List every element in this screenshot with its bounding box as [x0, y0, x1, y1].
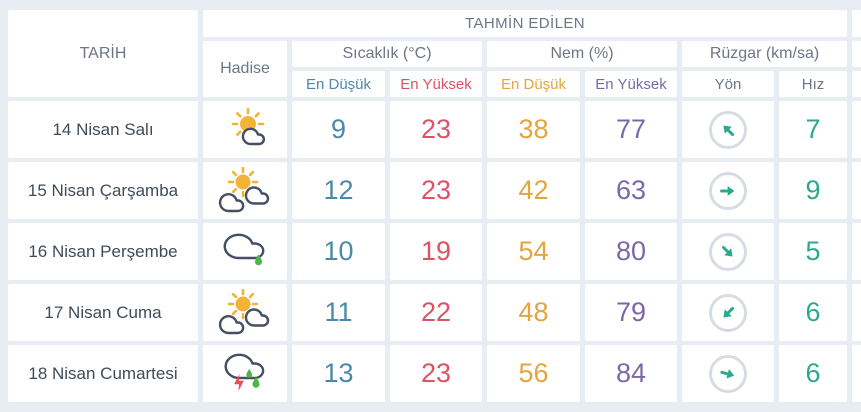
wind-direction-cell [682, 223, 774, 280]
humidity-min-value: 38 [487, 101, 580, 158]
forecast-date: 18 Nisan Cumartesi [8, 345, 198, 402]
wind-direction-cell [682, 284, 774, 341]
column-header-date: TARİH [8, 10, 198, 97]
temp-max-value: 22 [390, 284, 482, 341]
column-header-humidity-max: En Yüksek [585, 71, 677, 97]
temp-max-value: 23 [390, 345, 482, 402]
temp-min-value: 11 [292, 284, 385, 341]
clipped-next-column-cell [852, 284, 861, 341]
temp-max-value: 23 [390, 101, 482, 158]
rain-cloud-icon [203, 223, 287, 280]
humidity-max-value: 63 [585, 162, 677, 219]
wind-arrow-down-right-icon [709, 232, 747, 271]
wind-direction-cell [682, 345, 774, 402]
temp-max-value: 19 [390, 223, 482, 280]
clipped-next-column-cell [852, 10, 861, 37]
clipped-next-column-cell [852, 101, 861, 158]
forecast-date: 14 Nisan Salı [8, 101, 198, 158]
column-header-humidity-min: En Düşük [487, 71, 580, 97]
humidity-min-value: 48 [487, 284, 580, 341]
forecast-date: 16 Nisan Perşembe [8, 223, 198, 280]
clipped-next-column-cell [852, 71, 861, 97]
temp-min-value: 10 [292, 223, 385, 280]
wind-direction-cell [682, 101, 774, 158]
wind-arrow-down-left-icon [709, 293, 747, 332]
column-header-temp-max: En Yüksek [390, 71, 482, 97]
temp-min-value: 12 [292, 162, 385, 219]
column-group-wind: Rüzgar (km/sa) [682, 41, 847, 67]
column-header-wind-direction: Yön [682, 71, 774, 97]
forecast-table: TARİH TAHMİN EDİLEN Hadise Sıcaklık (°C)… [8, 10, 861, 402]
sun-behind-clouds-icon [203, 162, 287, 219]
humidity-min-value: 54 [487, 223, 580, 280]
clipped-next-column-cell [852, 345, 861, 402]
humidity-max-value: 80 [585, 223, 677, 280]
wind-speed-value: 6 [779, 284, 847, 341]
forecast-date: 17 Nisan Cuma [8, 284, 198, 341]
wind-arrow-right-icon [709, 171, 747, 210]
temp-min-value: 9 [292, 101, 385, 158]
temp-max-value: 23 [390, 162, 482, 219]
column-group-temperature: Sıcaklık (°C) [292, 41, 482, 67]
wind-arrow-right-down-icon [709, 354, 747, 393]
humidity-max-value: 79 [585, 284, 677, 341]
column-header-condition: Hadise [203, 41, 287, 97]
column-group-humidity: Nem (%) [487, 41, 677, 67]
wind-speed-value: 9 [779, 162, 847, 219]
clipped-next-column-cell [852, 162, 861, 219]
table-title-predicted: TAHMİN EDİLEN [203, 10, 847, 37]
temp-min-value: 13 [292, 345, 385, 402]
humidity-max-value: 84 [585, 345, 677, 402]
clipped-next-column-cell [852, 41, 861, 67]
humidity-min-value: 56 [487, 345, 580, 402]
wind-direction-cell [682, 162, 774, 219]
humidity-max-value: 77 [585, 101, 677, 158]
column-header-wind-speed: Hız [779, 71, 847, 97]
wind-speed-value: 7 [779, 101, 847, 158]
forecast-date: 15 Nisan Çarşamba [8, 162, 198, 219]
column-header-temp-min: En Düşük [292, 71, 385, 97]
humidity-min-value: 42 [487, 162, 580, 219]
sun-behind-clouds-icon [203, 284, 287, 341]
wind-arrow-up-left-icon [709, 110, 747, 149]
sun-behind-small-cloud-icon [203, 101, 287, 158]
wind-speed-value: 5 [779, 223, 847, 280]
wind-speed-value: 6 [779, 345, 847, 402]
thunderstorm-cloud-icon [203, 345, 287, 402]
clipped-next-column-cell [852, 223, 861, 280]
